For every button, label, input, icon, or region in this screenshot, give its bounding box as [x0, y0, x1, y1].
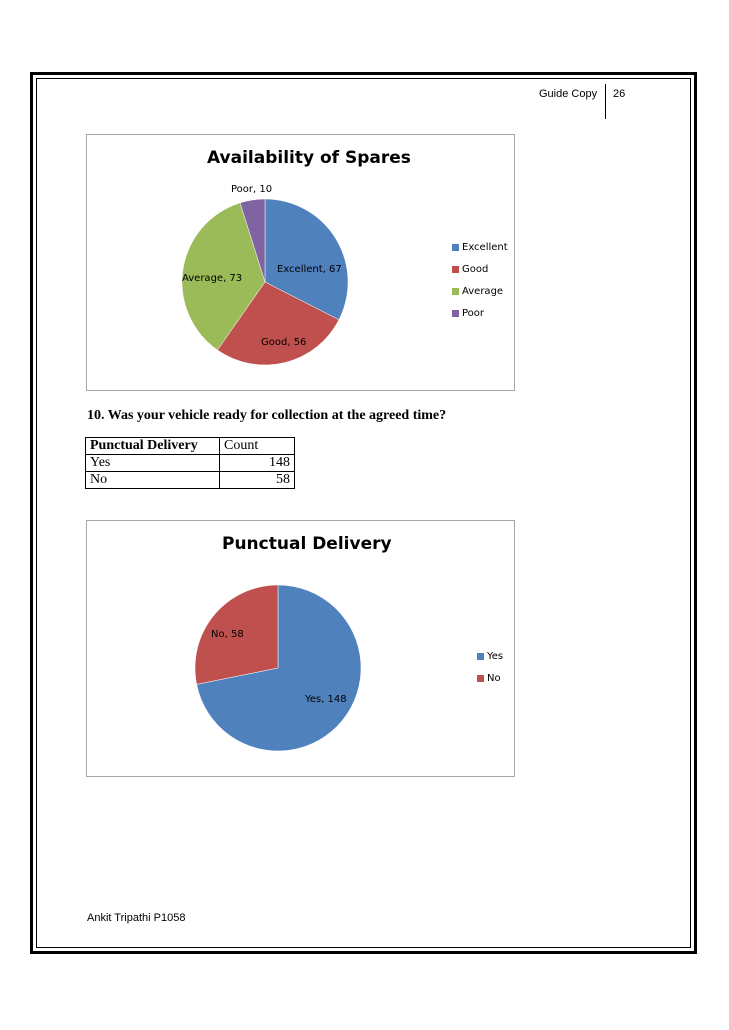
data-label-average: Average, 73 — [182, 273, 242, 284]
table-cell-count: 58 — [219, 471, 295, 489]
header-guide-copy: Guide Copy — [539, 88, 598, 100]
table-cell-count: 148 — [219, 454, 295, 472]
chart-availability-of-spares: Availability of Spares Excellent, 67 Good… — [86, 134, 515, 391]
data-label-poor: Poor, 10 — [231, 184, 272, 195]
question-text: 10. Was your vehicle ready for collectio… — [87, 408, 447, 423]
punctual-delivery-table: Punctual Delivery Count Yes 148 No 58 — [85, 437, 295, 489]
legend-label: Excellent — [462, 242, 508, 253]
page-border-inner — [36, 78, 691, 948]
pie-slice-good — [217, 281, 340, 366]
table-row: Yes 148 — [85, 454, 295, 472]
pie-slice-yes — [196, 584, 362, 752]
pie-chart: Yes, 148 No, 58 — [194, 584, 362, 752]
legend-label: Poor — [462, 308, 485, 319]
page-border — [30, 72, 697, 954]
header-divider — [605, 84, 606, 119]
legend-label: No — [487, 673, 501, 684]
legend-label: Yes — [487, 651, 504, 662]
legend-swatch — [452, 288, 459, 295]
legend-label: Average — [462, 286, 504, 297]
data-label-yes: Yes, 148 — [304, 694, 347, 705]
pie-slice-poor — [239, 198, 266, 283]
table-header-cell: Count — [219, 437, 295, 455]
legend-swatch — [477, 653, 484, 660]
legend-swatch — [452, 310, 459, 317]
pie-slice-average — [181, 202, 266, 351]
pie-slice-no — [194, 584, 279, 685]
legend-swatch — [452, 244, 459, 251]
table-header-cell: Punctual Delivery — [85, 437, 220, 455]
legend-swatch — [477, 675, 484, 682]
table-cell-label: No — [85, 471, 220, 489]
data-label-excellent: Excellent, 67 — [277, 264, 342, 275]
chart-punctual-delivery: Punctual Delivery Yes, 148 No, 58 Yes No — [86, 520, 515, 777]
table-cell-label: Yes — [85, 454, 220, 472]
pie-chart: Excellent, 67 Good, 56 Average, 73 Poor, 10 — [181, 184, 349, 366]
table-header-row: Punctual Delivery Count — [85, 437, 295, 455]
footer-author: Ankit Tripathi P1058 — [87, 912, 186, 924]
table-row: No 58 — [85, 471, 295, 489]
chart-title: Availability of Spares — [207, 148, 411, 168]
chart-title: Punctual Delivery — [222, 534, 392, 554]
legend-label: Good — [462, 264, 489, 275]
pie-slice-excellent — [264, 198, 349, 321]
legend-swatch — [452, 266, 459, 273]
data-label-good: Good, 56 — [261, 337, 306, 348]
data-label-no: No, 58 — [211, 629, 244, 640]
header-page-number: 26 — [613, 88, 626, 100]
